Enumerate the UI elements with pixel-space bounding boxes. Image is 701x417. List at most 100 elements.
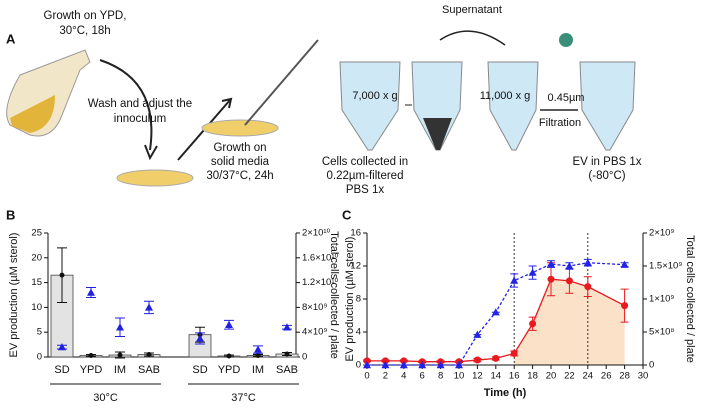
y-tick-label: 12 xyxy=(350,261,361,272)
x-tick-label: 14 xyxy=(491,371,502,382)
step-text: 30°C, 18h xyxy=(59,25,110,37)
marker xyxy=(455,361,463,369)
y-tick-label: 4 xyxy=(356,327,361,338)
x-tick-label: IM xyxy=(252,364,264,376)
marker xyxy=(621,302,629,310)
marker xyxy=(400,357,408,365)
arrow-head xyxy=(144,144,158,161)
x-tick-label: 20 xyxy=(546,371,557,382)
marker xyxy=(284,351,290,357)
x-tick-label: SD xyxy=(54,364,69,376)
marker xyxy=(510,276,519,284)
y2-tick-label: 1.6×10¹⁰ xyxy=(302,252,338,263)
x-tick-label: 0 xyxy=(364,371,369,382)
marker xyxy=(491,308,500,316)
x-tick-label: 2 xyxy=(383,371,388,382)
step-text: 30/37°C, 24h xyxy=(206,170,273,182)
marker xyxy=(547,260,555,268)
y-axis-title: EV production (µM sterol) xyxy=(8,233,20,358)
step-text: solid media xyxy=(211,156,270,168)
y2-tick-label: 4×10⁹ xyxy=(302,327,327,338)
marker xyxy=(145,303,153,311)
marker xyxy=(528,268,537,276)
panel-label: A xyxy=(6,31,16,46)
y-tick-label: 20 xyxy=(31,252,42,263)
y2-tick-label: 0 xyxy=(649,360,654,371)
plate xyxy=(201,119,279,137)
x-tick-label: 8 xyxy=(438,371,443,382)
x-tick-label: YPD xyxy=(80,364,103,376)
marker xyxy=(529,320,537,328)
x-tick-label: YPD xyxy=(218,364,241,376)
y-tick-label: 10 xyxy=(31,302,42,313)
marker xyxy=(620,260,629,268)
marker xyxy=(58,343,66,351)
step-text: 0.22µm-filtered xyxy=(327,170,404,182)
x-tick-label: 6 xyxy=(420,371,425,382)
marker xyxy=(547,275,555,283)
x-tick-label: 30 xyxy=(638,371,649,382)
arrow-head xyxy=(221,97,233,109)
marker xyxy=(87,288,95,296)
y-tick-label: 0 xyxy=(356,360,361,371)
y2-tick-label: 8×10⁹ xyxy=(302,302,327,313)
step-text: EV in PBS 1x xyxy=(572,156,641,168)
panel-a-art xyxy=(6,30,636,187)
marker xyxy=(59,272,65,278)
arrow xyxy=(99,59,153,151)
marker xyxy=(117,352,123,358)
marker xyxy=(381,361,390,369)
x-tick-label: 4 xyxy=(401,371,406,382)
y2-tick-label: 1×10⁹ xyxy=(649,294,674,305)
group-label: 30°C xyxy=(93,392,118,404)
x-tick-label: SAB xyxy=(276,364,298,376)
marker xyxy=(418,361,427,369)
marker xyxy=(116,323,124,331)
filter-icon xyxy=(559,33,573,47)
y2-axis-title: Total cells collected / plate xyxy=(328,231,340,359)
y-tick-label: 25 xyxy=(31,228,42,239)
x-tick-label: 12 xyxy=(472,371,483,382)
step-text: innoculum xyxy=(114,113,166,125)
x-axis-title: Time (h) xyxy=(484,387,527,399)
x-tick-label: 24 xyxy=(583,371,594,382)
marker xyxy=(196,334,204,342)
marker xyxy=(399,361,408,369)
x-tick-label: SAB xyxy=(138,364,160,376)
area xyxy=(514,279,625,365)
step-text: Wash and adjust the xyxy=(88,98,192,110)
step-text: PBS 1x xyxy=(346,184,385,196)
step-text: 11,000 x g xyxy=(480,90,531,102)
line xyxy=(367,262,625,366)
flask-medium xyxy=(10,95,55,133)
step-text: Filtration xyxy=(539,117,581,129)
group-label: 37°C xyxy=(231,392,256,404)
x-tick-label: IM xyxy=(114,364,126,376)
loop xyxy=(244,39,319,126)
step-text: Supernatant xyxy=(442,4,502,16)
pellet xyxy=(423,118,452,150)
y2-tick-label: 2×10¹⁰ xyxy=(302,228,331,239)
marker xyxy=(584,283,592,291)
marker xyxy=(283,323,291,331)
y2-tick-label: 5×10⁸ xyxy=(649,327,674,338)
step-text: Cells collected in xyxy=(322,156,408,168)
marker xyxy=(226,353,232,359)
y2-tick-label: 1.5×10⁹ xyxy=(649,261,682,272)
step-text: 7,000 x g xyxy=(352,90,397,102)
x-tick-label: 28 xyxy=(619,371,630,382)
marker xyxy=(225,320,233,328)
y2-tick-label: 0 xyxy=(302,352,307,363)
marker xyxy=(492,354,500,362)
arrow xyxy=(439,30,506,46)
x-tick-label: 22 xyxy=(564,371,575,382)
step-text: (-80°C) xyxy=(588,170,625,182)
marker xyxy=(473,356,481,364)
y2-axis-title: Total cells collected / plate xyxy=(684,235,696,363)
marker xyxy=(146,352,152,358)
step-text: Growth on YPD, xyxy=(44,10,127,22)
y-tick-label: 5 xyxy=(37,327,42,338)
x-tick-label: 18 xyxy=(527,371,538,382)
marker xyxy=(363,357,371,365)
x-tick-label: 26 xyxy=(601,371,612,382)
